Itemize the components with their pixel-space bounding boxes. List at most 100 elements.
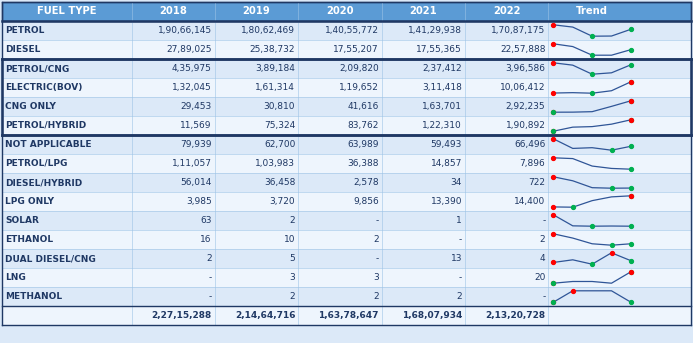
Text: 11,569: 11,569: [180, 121, 212, 130]
Text: 3,96,586: 3,96,586: [505, 64, 545, 73]
Text: 5: 5: [290, 254, 295, 263]
Text: 2: 2: [540, 235, 545, 244]
Text: 2,09,820: 2,09,820: [339, 64, 378, 73]
Bar: [2, 192, 691, 211]
Text: -: -: [459, 273, 462, 282]
Text: 10: 10: [283, 235, 295, 244]
Text: 2020: 2020: [326, 7, 353, 16]
Text: 1,11,057: 1,11,057: [172, 159, 212, 168]
Text: 29,453: 29,453: [181, 102, 212, 111]
Text: 7,896: 7,896: [520, 159, 545, 168]
Text: ETHANOL: ETHANOL: [5, 235, 53, 244]
Text: 1,70,87,175: 1,70,87,175: [491, 26, 545, 35]
Text: 1,68,07,934: 1,68,07,934: [402, 311, 462, 320]
Bar: [2, 268, 691, 287]
Text: 1,03,983: 1,03,983: [255, 159, 295, 168]
Bar: [2, 287, 691, 306]
Text: 2,27,15,288: 2,27,15,288: [152, 311, 212, 320]
Text: 1,90,892: 1,90,892: [505, 121, 545, 130]
Text: 2022: 2022: [493, 7, 520, 16]
Text: -: -: [542, 216, 545, 225]
Text: PETROL/CNG: PETROL/CNG: [5, 64, 69, 73]
Text: 1: 1: [456, 216, 462, 225]
Bar: [2, 154, 691, 173]
Bar: [2, 59, 691, 78]
Text: METHANOL: METHANOL: [5, 292, 62, 301]
Text: 3,985: 3,985: [186, 197, 212, 206]
Text: 2: 2: [290, 216, 295, 225]
Text: 59,493: 59,493: [430, 140, 462, 149]
Text: 10,06,412: 10,06,412: [500, 83, 545, 92]
Text: 2,37,412: 2,37,412: [422, 64, 462, 73]
Text: DUAL DIESEL/CNG: DUAL DIESEL/CNG: [5, 254, 96, 263]
Text: DIESEL/HYBRID: DIESEL/HYBRID: [5, 178, 82, 187]
Text: 79,939: 79,939: [180, 140, 212, 149]
Text: 1,22,310: 1,22,310: [422, 121, 462, 130]
Text: PETROL/HYBRID: PETROL/HYBRID: [5, 121, 86, 130]
Text: -: -: [542, 292, 545, 301]
Bar: [2, 173, 691, 192]
Text: 2021: 2021: [410, 7, 437, 16]
Text: 36,458: 36,458: [264, 178, 295, 187]
Text: PETROL: PETROL: [5, 26, 44, 35]
Text: 4,35,975: 4,35,975: [172, 64, 212, 73]
Text: 1,41,29,938: 1,41,29,938: [408, 26, 462, 35]
Text: 36,388: 36,388: [347, 159, 378, 168]
Text: 4: 4: [540, 254, 545, 263]
Text: ELECTRIC(BOV): ELECTRIC(BOV): [5, 83, 82, 92]
Text: 2: 2: [290, 292, 295, 301]
Text: 83,762: 83,762: [347, 121, 378, 130]
Text: 3: 3: [373, 273, 378, 282]
Text: 1,32,045: 1,32,045: [172, 83, 212, 92]
Text: -: -: [376, 254, 378, 263]
Text: CNG ONLY: CNG ONLY: [5, 102, 56, 111]
Text: 27,89,025: 27,89,025: [166, 45, 212, 54]
Text: 3,11,418: 3,11,418: [422, 83, 462, 92]
Text: -: -: [209, 273, 212, 282]
Bar: [2, 306, 691, 325]
Bar: [2, 116, 691, 135]
Bar: [2, 97, 691, 116]
Text: 75,324: 75,324: [264, 121, 295, 130]
Text: FUEL TYPE: FUEL TYPE: [37, 7, 96, 16]
Bar: [2, 78, 691, 97]
Text: PETROL/LPG: PETROL/LPG: [5, 159, 67, 168]
Text: 34: 34: [450, 178, 462, 187]
Text: 1,63,78,647: 1,63,78,647: [318, 311, 378, 320]
Text: 2019: 2019: [243, 7, 270, 16]
Text: LNG: LNG: [5, 273, 26, 282]
Text: 1,63,701: 1,63,701: [422, 102, 462, 111]
Bar: [2, 40, 691, 59]
Text: 9,856: 9,856: [353, 197, 378, 206]
Bar: [2, 249, 691, 268]
Text: 13: 13: [450, 254, 462, 263]
Text: 56,014: 56,014: [180, 178, 212, 187]
Text: 1,61,314: 1,61,314: [256, 83, 295, 92]
Text: 722: 722: [528, 178, 545, 187]
Text: 66,496: 66,496: [514, 140, 545, 149]
Text: 41,616: 41,616: [347, 102, 378, 111]
Bar: [2, 211, 691, 230]
Text: 14,400: 14,400: [514, 197, 545, 206]
Bar: [2, 2, 691, 21]
Text: 2: 2: [373, 235, 378, 244]
Text: 17,55,365: 17,55,365: [416, 45, 462, 54]
Bar: [2, 21, 691, 40]
Text: 2018: 2018: [159, 7, 187, 16]
Text: 63: 63: [200, 216, 212, 225]
Text: 13,390: 13,390: [430, 197, 462, 206]
Text: -: -: [209, 292, 212, 301]
Text: 1,80,62,469: 1,80,62,469: [241, 26, 295, 35]
Text: 2,578: 2,578: [353, 178, 378, 187]
Text: 62,700: 62,700: [264, 140, 295, 149]
Text: 1,19,652: 1,19,652: [339, 83, 378, 92]
Text: 3,89,184: 3,89,184: [256, 64, 295, 73]
Text: 30,810: 30,810: [264, 102, 295, 111]
Text: 63,989: 63,989: [347, 140, 378, 149]
Text: 14,857: 14,857: [430, 159, 462, 168]
Text: 2,14,64,716: 2,14,64,716: [235, 311, 295, 320]
Text: 25,38,732: 25,38,732: [249, 45, 295, 54]
Bar: [2, 135, 691, 154]
Text: 2: 2: [457, 292, 462, 301]
Text: DIESEL: DIESEL: [5, 45, 40, 54]
